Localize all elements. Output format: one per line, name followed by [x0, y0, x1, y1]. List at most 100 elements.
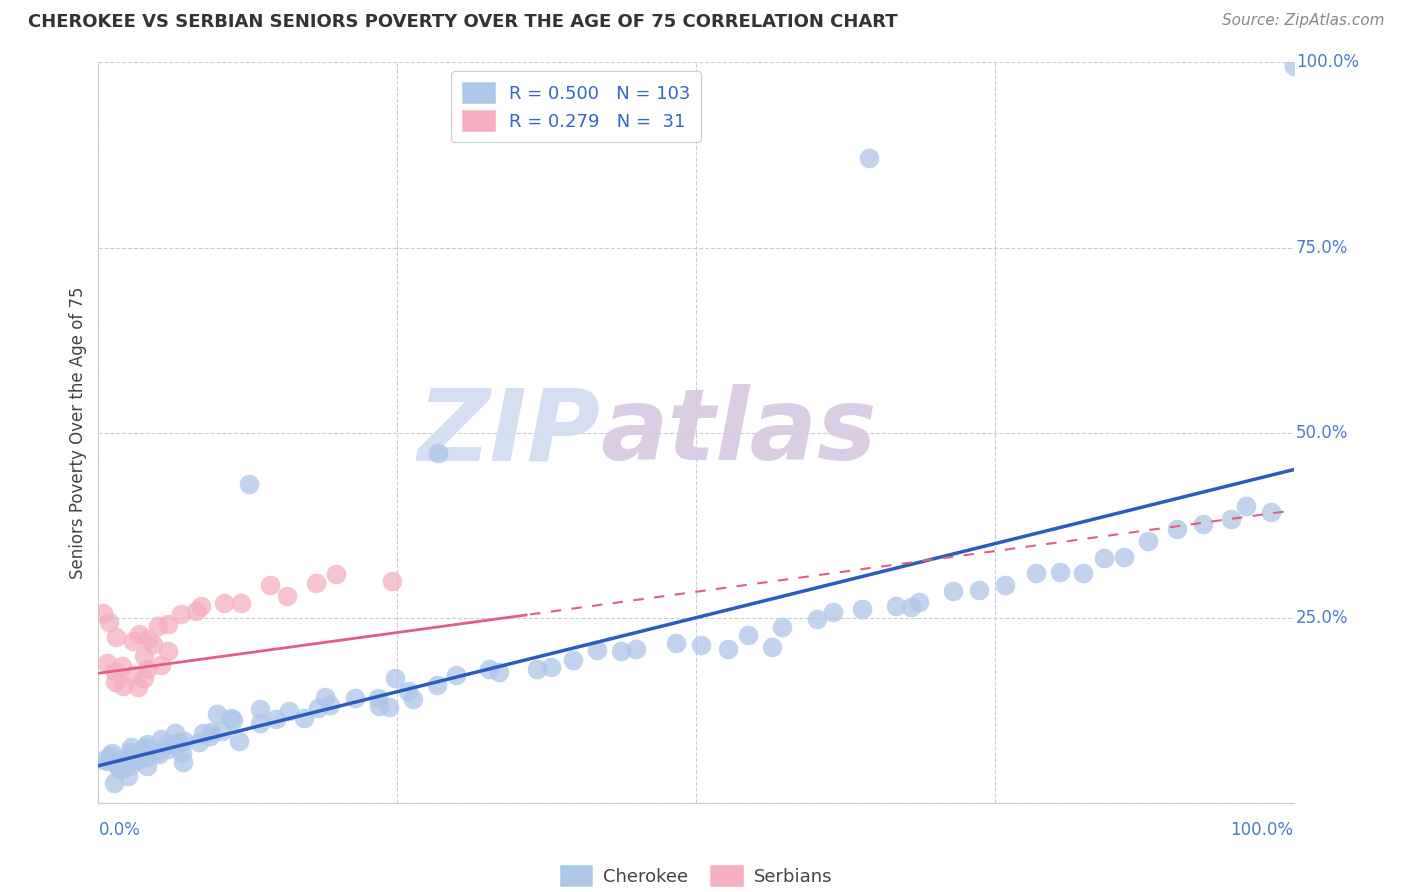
Point [624, 642, 647, 657]
Point [200, 724, 222, 739]
Point [586, 642, 609, 657]
Point [367, 698, 389, 713]
Point [136, 759, 159, 773]
Point [716, 642, 738, 657]
Point [122, 668, 145, 682]
Point [609, 644, 631, 658]
Point [190, 599, 212, 613]
Point [770, 620, 793, 634]
Point [132, 649, 155, 664]
Point [264, 712, 287, 726]
Point [344, 690, 367, 705]
Point [136, 737, 159, 751]
Point [111, 659, 134, 673]
Point [172, 746, 194, 760]
Point [198, 729, 221, 743]
Point [1192, 517, 1215, 532]
Point [101, 747, 124, 761]
Point [110, 752, 132, 766]
Point [167, 735, 190, 749]
Text: CHEROKEE VS SERBIAN SENIORS POVERTY OVER THE AGE OF 75 CORRELATION CHART: CHEROKEE VS SERBIAN SENIORS POVERTY OVER… [28, 13, 898, 31]
Point [112, 761, 135, 775]
Point [108, 759, 131, 773]
Point [477, 662, 499, 676]
Point [1260, 506, 1282, 520]
Point [689, 638, 711, 652]
Point [110, 755, 132, 769]
Point [222, 713, 245, 727]
Point [249, 716, 271, 731]
Point [91, 606, 114, 620]
Point [157, 644, 180, 658]
Point [377, 700, 399, 714]
Point [1282, 59, 1305, 73]
Point [108, 762, 131, 776]
Point [1114, 549, 1136, 564]
Point [97, 754, 120, 768]
Text: 25.0%: 25.0% [1296, 608, 1348, 627]
Point [259, 578, 281, 592]
Point [120, 739, 142, 754]
Point [157, 617, 180, 632]
Point [160, 737, 183, 751]
Point [278, 704, 301, 718]
Text: 75.0%: 75.0% [1296, 238, 1348, 257]
Point [858, 151, 880, 165]
Text: atlas: atlas [600, 384, 877, 481]
Point [319, 698, 342, 712]
Point [103, 776, 125, 790]
Point [1025, 566, 1047, 580]
Point [131, 747, 153, 761]
Point [170, 607, 193, 622]
Point [384, 671, 406, 685]
Point [132, 671, 155, 685]
Point [228, 734, 250, 748]
Point [96, 656, 118, 670]
Point [994, 578, 1017, 592]
Point [145, 745, 167, 759]
Point [98, 747, 121, 762]
Point [121, 753, 143, 767]
Point [136, 632, 159, 646]
Text: 100.0%: 100.0% [1230, 822, 1294, 839]
Point [104, 674, 127, 689]
Point [122, 634, 145, 648]
Point [172, 755, 194, 769]
Point [444, 668, 467, 682]
Point [149, 731, 172, 746]
Point [135, 750, 157, 764]
Point [292, 710, 315, 724]
Point [112, 757, 135, 772]
Point [526, 662, 548, 676]
Point [97, 615, 120, 630]
Point [148, 747, 170, 761]
Point [107, 757, 129, 772]
Point [1234, 499, 1257, 513]
Point [125, 753, 148, 767]
Point [761, 640, 783, 654]
Point [238, 476, 260, 491]
Point [188, 735, 211, 749]
Point [173, 733, 195, 747]
Point [117, 768, 139, 782]
Text: 100.0%: 100.0% [1296, 54, 1360, 71]
Text: ZIP: ZIP [418, 384, 600, 481]
Point [307, 701, 329, 715]
Point [821, 605, 844, 619]
Point [908, 595, 931, 609]
Point [426, 678, 449, 692]
Point [191, 725, 214, 739]
Legend: Cherokee, Serbians: Cherokee, Serbians [551, 856, 841, 892]
Point [111, 679, 134, 693]
Point [120, 757, 142, 772]
Point [211, 724, 233, 739]
Point [900, 600, 922, 615]
Point [249, 702, 271, 716]
Point [367, 691, 389, 706]
Point [157, 742, 180, 756]
Text: 50.0%: 50.0% [1296, 424, 1348, 442]
Point [104, 630, 127, 644]
Point [149, 658, 172, 673]
Point [969, 582, 991, 597]
Point [219, 711, 242, 725]
